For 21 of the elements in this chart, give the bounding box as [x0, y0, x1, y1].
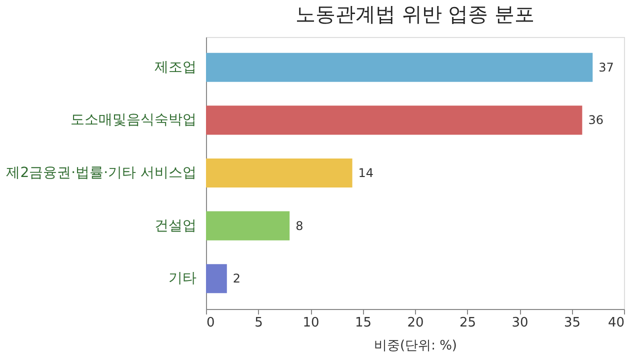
x-tick-label: 0	[206, 316, 215, 330]
y-tick-label: 도소매및음식숙박업	[70, 112, 196, 128]
chart-title: 노동관계법 위반 업종 분포	[295, 2, 535, 26]
x-tick-label: 35	[564, 316, 581, 330]
data-label: 36	[588, 113, 604, 128]
y-tick-label: 건설업	[154, 218, 196, 234]
y-tick-label: 기타	[168, 270, 196, 287]
data-label: 8	[296, 218, 304, 233]
x-tick-label: 25	[459, 316, 476, 330]
data-label: 37	[598, 60, 614, 74]
data-label: 14	[358, 166, 374, 180]
data-label: 2	[232, 272, 241, 286]
x-tick-label: 40	[608, 316, 624, 330]
x-tick-label: 10	[302, 316, 320, 330]
x-tick-label: 30	[512, 316, 528, 330]
x-tick-label: 5	[254, 316, 263, 330]
y-tick-label: 제조업	[154, 59, 196, 76]
x-tick-label: 15	[354, 316, 372, 330]
x-axis-title: 비중(단위: %)	[374, 338, 458, 354]
y-tick-label: 제2금융권·법률·기타 서비스업	[6, 165, 196, 181]
x-tick-label: 20	[407, 316, 424, 330]
